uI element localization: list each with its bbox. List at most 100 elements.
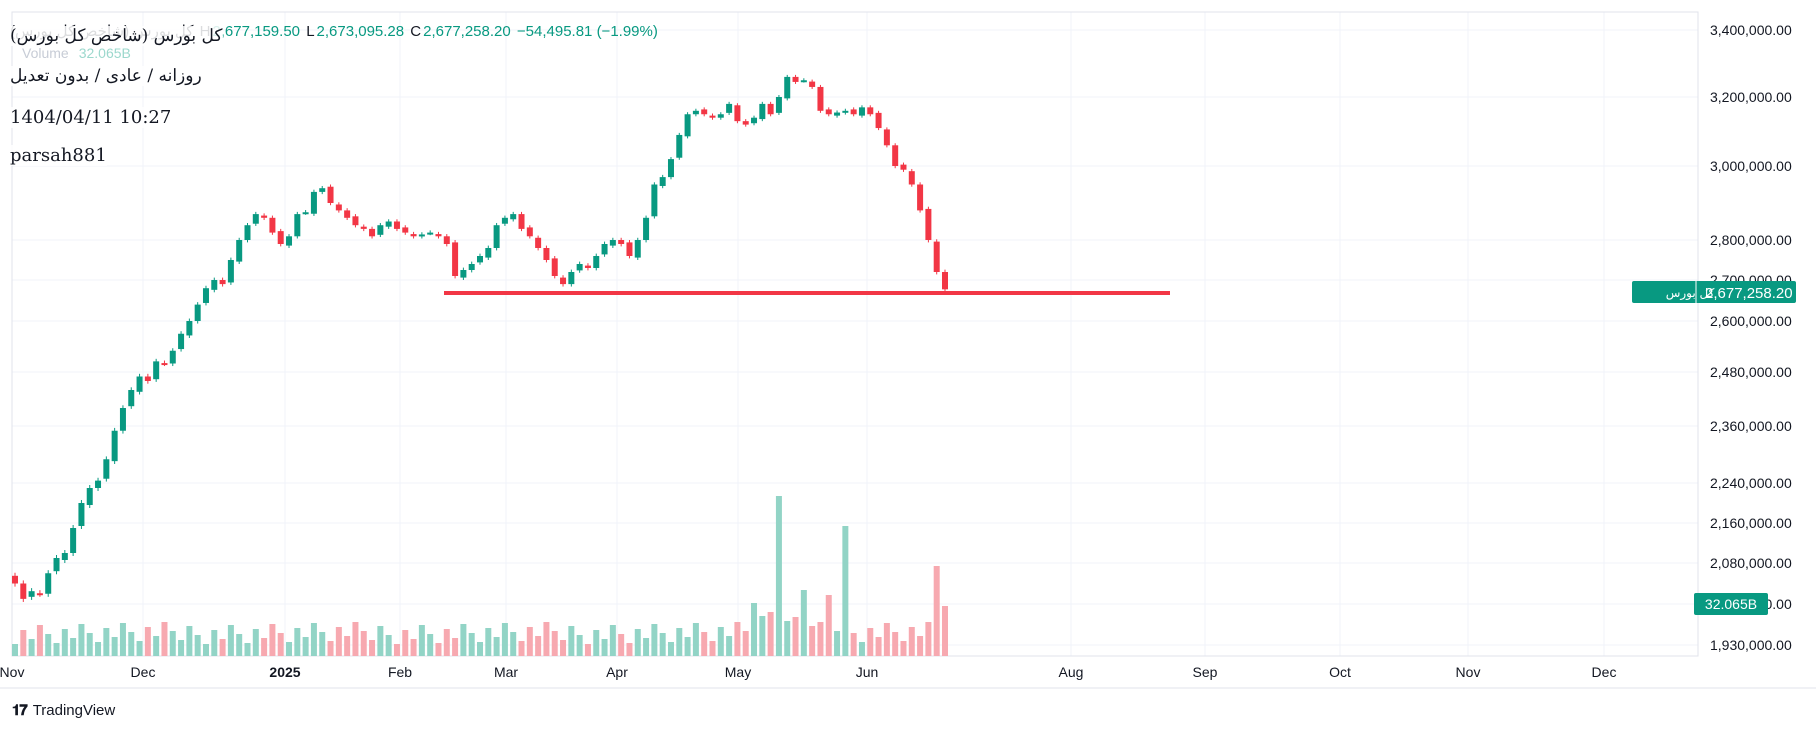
candle: [875, 110, 882, 131]
candle: [692, 108, 699, 117]
candle: [543, 245, 550, 263]
volume-bar: [153, 636, 160, 656]
volume-bar: [119, 623, 126, 656]
candle-body: [676, 134, 683, 158]
candle-body: [560, 277, 567, 285]
candle: [493, 222, 500, 251]
volume-bar: [20, 630, 27, 656]
candle: [601, 241, 608, 257]
volume-bar: [219, 639, 226, 656]
candle-body: [435, 234, 442, 237]
candle: [352, 214, 359, 228]
volume-bar: [734, 622, 741, 656]
volume-bar: [809, 626, 816, 656]
volume-bar: [319, 632, 326, 656]
candle-body: [202, 288, 209, 303]
candle-body: [817, 86, 824, 111]
volume-bar: [310, 623, 317, 656]
volume-bar: [427, 634, 434, 656]
candle-body: [61, 553, 68, 560]
candle: [858, 105, 865, 118]
candle-body: [36, 593, 43, 596]
volume-bar: [601, 639, 608, 656]
last-price-tag: [1632, 281, 1796, 303]
candle: [369, 226, 376, 239]
candle: [825, 107, 832, 117]
time-tick-label: Oct: [1329, 664, 1351, 680]
candle-body: [601, 244, 608, 255]
volume-bar: [643, 638, 650, 656]
volume-bar: [452, 638, 459, 656]
candle-body: [751, 117, 758, 124]
volume-bar: [103, 628, 110, 656]
candle-body: [460, 270, 467, 278]
candle: [510, 211, 517, 222]
candle-body: [875, 112, 882, 129]
candle-body: [302, 212, 309, 215]
volume-bar: [78, 624, 85, 656]
volume-bar: [510, 632, 517, 656]
time-axis: Nov Dec 2025 Feb Mar Apr May Jun Aug Sep Oct Nov Dec: [0, 664, 1616, 680]
time-tick-label: Jun: [856, 664, 879, 680]
volume-bar: [144, 627, 151, 656]
candle-body: [45, 573, 52, 594]
volume-bar: [261, 638, 268, 656]
volume-bar: [61, 629, 68, 656]
candle: [933, 239, 940, 275]
volume-bar: [842, 526, 849, 656]
candle: [86, 485, 93, 508]
candle-body: [593, 256, 600, 268]
candle-body: [709, 115, 716, 118]
volume-tag: [1694, 593, 1768, 615]
candle-body: [551, 258, 558, 276]
candle-body: [834, 112, 841, 116]
volume-bar: [344, 636, 351, 656]
candle-body: [568, 272, 575, 285]
candle-body: [667, 159, 674, 178]
volume-bar: [327, 641, 334, 656]
candle-body: [933, 241, 940, 272]
candle: [194, 302, 201, 324]
candle-body: [211, 280, 218, 290]
volume-tag-value: 32.065B: [1705, 596, 1757, 612]
candle-body: [867, 107, 874, 115]
candle-body: [842, 110, 849, 113]
volume-bar: [194, 635, 201, 656]
candle-body: [626, 242, 633, 256]
volume-bar: [942, 606, 948, 656]
grid-lines: [11, 12, 1698, 656]
volume-bar: [45, 634, 52, 656]
candle: [551, 256, 558, 279]
candle-body: [858, 107, 865, 116]
candle-body: [136, 376, 143, 392]
candle-body: [385, 221, 392, 227]
volume-bar: [493, 637, 500, 656]
candle: [892, 143, 899, 169]
candle-body: [850, 109, 857, 115]
candle: [435, 231, 442, 239]
candle: [53, 555, 60, 575]
candle: [767, 101, 774, 117]
volume-bar: [767, 612, 774, 656]
candle-body: [784, 76, 791, 99]
candle: [751, 115, 758, 126]
volume-bar: [443, 629, 450, 656]
candle-body: [53, 558, 60, 572]
volume-bar: [568, 626, 575, 656]
candle-body: [526, 227, 533, 237]
time-tick-label: Nov: [0, 664, 24, 680]
volume-bar: [925, 622, 932, 656]
time-tick-label: Mar: [494, 664, 518, 680]
candle: [335, 202, 342, 213]
candle: [20, 580, 27, 602]
volume-bar: [169, 631, 176, 656]
candle: [319, 185, 326, 195]
volume-bar: [875, 637, 882, 656]
candle-body: [518, 214, 525, 229]
volume-bar: [111, 637, 118, 656]
candle: [327, 184, 334, 206]
volume-bar: [933, 566, 940, 656]
candle: [726, 101, 733, 115]
volume-bar: [709, 641, 716, 656]
